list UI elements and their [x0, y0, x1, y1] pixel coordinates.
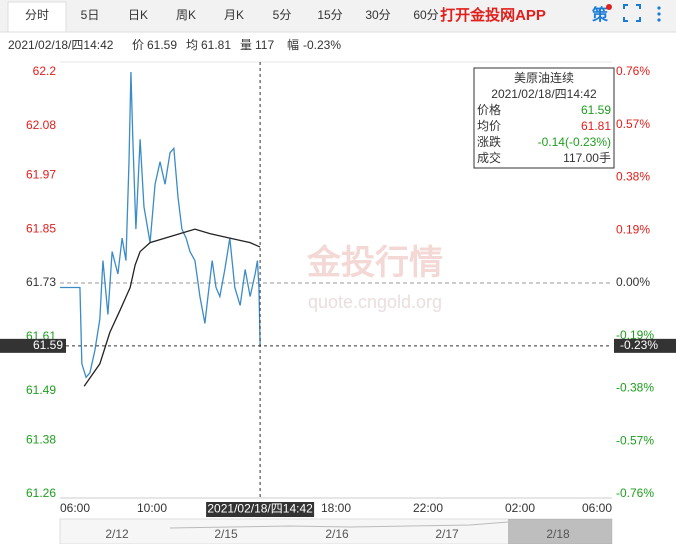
tooltip-title: 美原油连续 [514, 70, 574, 85]
x-tick-label: 06:00 [60, 501, 90, 515]
info-item: 幅 [287, 37, 299, 52]
tooltip-value: 61.59 [581, 103, 611, 117]
y-tick-label: 61.38 [26, 432, 56, 446]
y-tick-label: 61.85 [26, 221, 56, 235]
tab[interactable]: 15分 [317, 8, 342, 22]
y-tick-label: 61.49 [26, 383, 56, 397]
y-tick-label: 62.2 [33, 64, 57, 78]
tooltip-value: -0.14(-0.23%) [538, 135, 611, 149]
info-item: 61.59 [147, 38, 177, 52]
info-item: 均 [186, 38, 198, 52]
info-item: 117 [255, 38, 274, 52]
y-tick-label: 62.08 [26, 118, 56, 132]
y2-tick-label: -0.19% [616, 328, 654, 342]
y2-tick-label: 0.19% [616, 222, 650, 236]
navigator-label: 2/15 [214, 527, 238, 541]
x-tick-label: 02:00 [505, 501, 535, 515]
crosshair-time: 2021/02/18/四14:42 [207, 502, 313, 516]
current-change-box [614, 338, 676, 353]
fullscreen-icon[interactable] [623, 4, 641, 22]
current-change: -0.23% [620, 338, 658, 352]
navigator-window[interactable] [508, 519, 612, 544]
x-tick-label: 22:00 [413, 501, 443, 515]
navigator-label: 2/18 [546, 527, 570, 541]
app-link[interactable]: 打开金投网APP [440, 6, 546, 24]
tooltip-label: 均价 [477, 119, 501, 133]
y2-tick-label: 0.57% [616, 117, 650, 131]
info-item: 2021/02/18/四14:42 [8, 38, 114, 52]
tooltip-value: 61.81 [581, 119, 611, 133]
watermark-url: quote.cngold.org [308, 292, 442, 312]
info-item: 量 [240, 38, 252, 52]
info-item: -0.23% [303, 38, 341, 52]
strategy[interactable]: 策 [591, 5, 609, 24]
more-icon[interactable] [657, 6, 661, 22]
x-tick-label: 10:00 [137, 501, 167, 515]
watermark: 金投行情 [306, 243, 443, 282]
tab[interactable]: 周K [176, 8, 196, 22]
tab[interactable]: 5分 [273, 8, 292, 22]
x-tick-label: 18:00 [321, 501, 351, 515]
series-line [60, 71, 261, 379]
badge [606, 4, 612, 10]
y2-tick-label: -0.38% [616, 381, 654, 395]
tab[interactable]: 5日 [81, 8, 100, 22]
tab[interactable]: 月K [224, 8, 244, 22]
tab[interactable]: 60分 [413, 8, 438, 22]
y-tick-label: 61.97 [26, 167, 56, 181]
y-tick-label: 61.73 [26, 275, 56, 289]
navigator-label: 2/16 [325, 527, 349, 541]
navigator-label: 2/17 [435, 527, 459, 541]
info-item: 61.81 [201, 38, 231, 52]
tooltip-label: 涨跌 [477, 134, 501, 149]
tooltip-value: 117.00手 [563, 151, 611, 165]
crosshair-time-box [206, 502, 315, 517]
tooltip-label: 价格 [477, 102, 501, 117]
y-tick-label: 61.26 [26, 486, 56, 500]
tooltip-time: 2021/02/18/四14:42 [491, 87, 597, 101]
series-line [83, 228, 261, 387]
toolbar-bg [0, 0, 676, 32]
tab[interactable]: 日K [128, 8, 148, 22]
x-tick-label: 06:00 [582, 501, 612, 515]
tooltip-label: 成交 [477, 150, 501, 165]
navigator-line [169, 521, 509, 529]
tab[interactable]: 分时 [25, 8, 49, 22]
tooltip [473, 67, 615, 169]
navigator-label: 2/12 [105, 527, 129, 541]
y2-tick-label: 0.76% [616, 64, 650, 78]
tab[interactable]: 30分 [365, 8, 390, 22]
current-price-box [0, 338, 66, 353]
y2-tick-label: -0.57% [616, 433, 654, 447]
info-item: 价 [132, 38, 144, 52]
current-price: 61.59 [33, 338, 63, 352]
tab-active [7, 1, 67, 33]
y2-tick-label: 0.00% [616, 275, 650, 289]
y2-tick-label: -0.76% [616, 486, 654, 500]
y2-tick-label: 0.38% [616, 170, 650, 184]
